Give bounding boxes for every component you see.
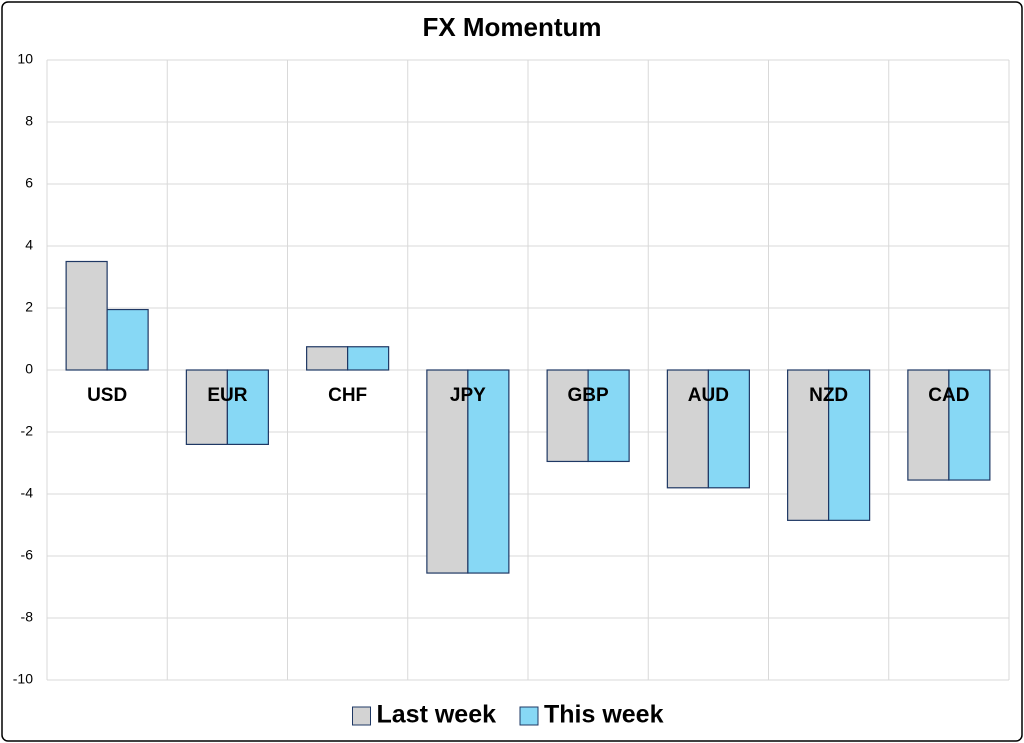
y-tick-label: 8: [25, 113, 33, 129]
bar: [707, 369, 750, 489]
y-tick-label: 0: [25, 361, 33, 377]
legend-swatch: [352, 706, 371, 726]
y-tick-label: 2: [25, 299, 33, 315]
x-tick-label: USD: [87, 385, 127, 406]
bar: [907, 369, 950, 481]
bar: [948, 369, 991, 481]
bar: [666, 369, 709, 489]
x-tick-label: GBP: [568, 385, 610, 406]
bar: [787, 369, 830, 521]
bar: [828, 369, 871, 521]
bar: [426, 369, 469, 574]
y-tick-label: -10: [13, 671, 33, 687]
legend-swatch: [519, 706, 539, 726]
x-tick-label: AUD: [688, 385, 729, 406]
x-tick-label: CAD: [928, 385, 969, 406]
bar: [306, 346, 349, 371]
x-tick-label: NZD: [809, 385, 848, 406]
bar: [587, 369, 630, 463]
bar: [106, 308, 149, 371]
x-tick-label: EUR: [207, 385, 247, 406]
bar: [347, 346, 390, 371]
bar: [185, 369, 228, 446]
bar: [467, 369, 510, 574]
x-tick-label: CHF: [328, 385, 367, 406]
x-tick-label: JPY: [450, 385, 486, 406]
bar: [226, 369, 269, 446]
bar: [65, 260, 108, 371]
y-tick-label: 6: [25, 175, 33, 191]
y-tick-label: -2: [21, 423, 34, 439]
legend-label: Last week: [377, 701, 497, 729]
y-tick-label: -4: [21, 485, 34, 501]
chart-title: FX Momentum: [422, 12, 601, 42]
y-tick-label: -6: [21, 547, 34, 563]
y-tick-label: 4: [25, 237, 33, 253]
legend-label: This week: [544, 701, 664, 729]
y-tick-label: 10: [17, 51, 33, 67]
y-tick-label: -8: [21, 609, 34, 625]
bar: [546, 369, 589, 463]
